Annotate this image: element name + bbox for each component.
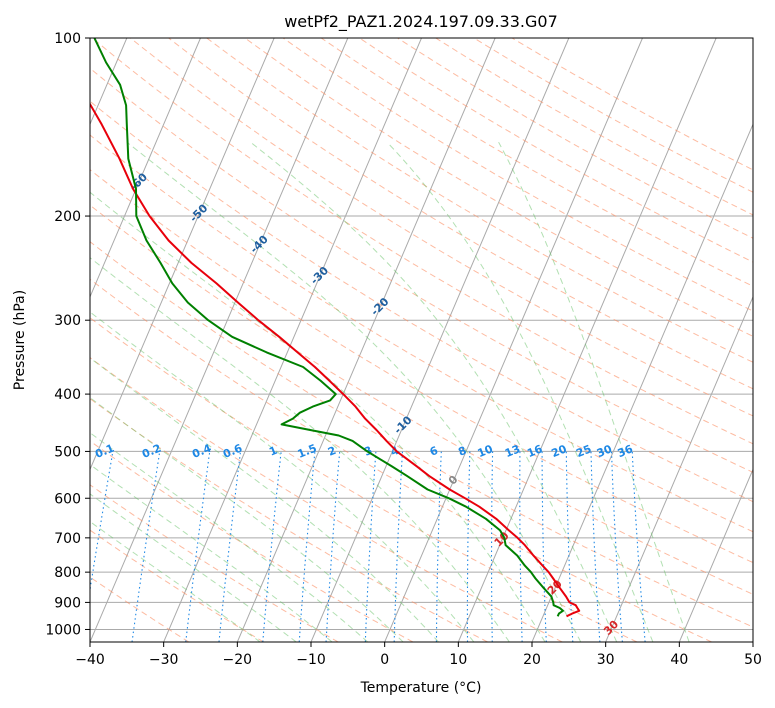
dry-adiabat (91, 38, 753, 445)
x-tick-label: 40 (670, 652, 688, 668)
x-tick-label: 30 (597, 652, 615, 668)
isotherm-gridline (90, 38, 201, 299)
mixing-ratio-line (610, 451, 623, 642)
isotherm-gridline (236, 38, 496, 642)
mixing-ratio-label: 10 (476, 442, 495, 460)
dry-adiabat (282, 38, 753, 312)
mixing-ratio-line (131, 451, 161, 642)
dry-adiabat (168, 38, 753, 390)
mixing-ratio-line (364, 451, 377, 642)
dry-adiabat (90, 100, 753, 503)
y-tick-label: 1000 (45, 622, 81, 638)
mixing-ratio-line (466, 451, 471, 642)
y-tick-label: 900 (54, 595, 81, 611)
dry-adiabat (130, 38, 753, 417)
isotherm-gridline (678, 468, 753, 642)
isotherm-gridline (605, 295, 753, 642)
y-tick-label: 400 (54, 387, 81, 403)
mixing-ratio-line (298, 451, 316, 642)
y-tick-label: 100 (54, 31, 81, 47)
moist-adiabat (126, 141, 582, 642)
profile-lines (90, 38, 581, 618)
plot-frame (89, 37, 754, 643)
mixing-ratio-line (185, 451, 211, 642)
isotherm-gridline (384, 38, 643, 642)
mixing-ratio-line (90, 451, 114, 594)
mixing-ratio-line (541, 451, 547, 642)
background-lines (90, 38, 753, 642)
x-tick-label: −30 (149, 652, 179, 668)
mixing-ratio-line (631, 451, 646, 642)
x-tick-label: −20 (223, 652, 253, 668)
dry-adiabat (90, 241, 753, 628)
dry-adiabat (90, 204, 753, 595)
y-tick-label: 200 (54, 209, 81, 225)
isotherm-gridline (90, 38, 275, 471)
dry-adiabat (90, 278, 712, 642)
y-tick-label: 700 (54, 531, 81, 547)
x-tick-label: 50 (744, 652, 762, 668)
y-tick-label: 600 (54, 491, 81, 507)
isotherm-gridline (90, 38, 349, 642)
dry-adiabat (90, 357, 563, 642)
mixing-ratio-line (325, 451, 341, 642)
x-tick-label: 10 (449, 652, 467, 668)
mixing-ratio-label: 2 (326, 444, 338, 459)
mixing-ratio-label: 20 (550, 442, 569, 460)
y-tick-label: 800 (54, 565, 81, 581)
dry-adiabat (90, 529, 264, 642)
mixing-ratio-label: 8 (456, 444, 468, 459)
moist-adiabat (90, 463, 333, 642)
x-axis-label: Temperature (°C) (360, 680, 482, 696)
isotherm-gridline (457, 38, 717, 642)
moist-adiabat (90, 432, 369, 642)
moist-adiabat (250, 141, 618, 642)
dewpoint-profile-line (93, 38, 564, 617)
mixing-ratio-label: 36 (616, 442, 635, 460)
mixing-ratio-line (590, 451, 601, 642)
moist-adiabat (90, 311, 475, 642)
dry-adiabat (90, 169, 753, 564)
y-tick-label: 300 (54, 313, 81, 329)
mixing-ratio-line (262, 451, 282, 642)
moist-adiabat (498, 141, 690, 642)
x-axis: −40 −30 −20 −10 0 10 20 30 40 50 (75, 642, 762, 668)
mixing-ratio-line (393, 451, 404, 642)
x-tick-label: 0 (380, 652, 389, 668)
moist-adiabat (90, 357, 439, 642)
x-tick-label: −10 (296, 652, 326, 668)
chart-title: wetPf2_PAZ1.2024.197.09.33.G07 (284, 12, 558, 32)
y-axis-label: Pressure (hPa) (12, 290, 28, 390)
dry-adiabat (90, 134, 753, 533)
dry-adiabat (90, 484, 339, 642)
mixing-ratio-label: 13 (503, 442, 522, 460)
mixing-ratio-label: 30 (595, 442, 614, 460)
y-axis: 100 200 300 400 500 600 700 800 900 1000 (45, 31, 90, 638)
mixing-ratio-line (218, 451, 242, 642)
mixing-ratio-line (435, 451, 442, 642)
mixing-ratio-label: 25 (574, 442, 593, 460)
moist-adiabat (90, 191, 546, 642)
y-tick-label: 500 (54, 444, 81, 460)
mixing-ratio-label: 1 (267, 444, 279, 459)
moist-adiabat (386, 141, 654, 642)
mixing-ratio-line (490, 451, 494, 642)
x-tick-label: −40 (75, 652, 105, 668)
isotherm-gridline (163, 38, 422, 642)
temperature-profile-line (90, 102, 581, 618)
mixing-ratio-line (519, 451, 523, 642)
x-tick-label: 20 (523, 652, 541, 668)
isotherm-gridline (531, 123, 753, 642)
mixing-ratio-label: 16 (525, 442, 544, 460)
mixing-ratio-line (565, 451, 574, 642)
dry-adiabat (244, 38, 753, 337)
